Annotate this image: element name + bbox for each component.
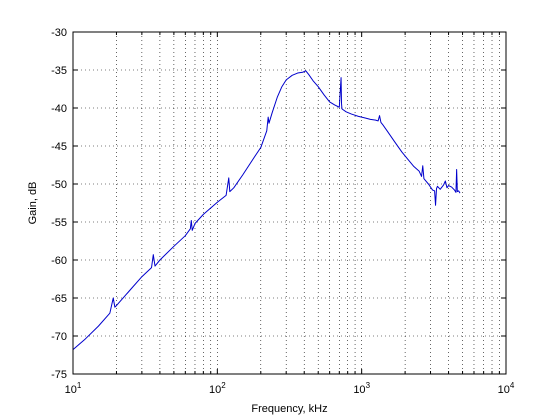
y-tick-label: -55 [51,217,67,229]
y-tick-label: -45 [51,141,67,153]
tick-marks [72,31,507,375]
x-tick-label: 103 [353,381,370,396]
y-tick-label: -35 [51,65,67,77]
y-tick-label: -30 [51,27,67,39]
x-tick-label: 101 [65,381,82,396]
x-tick-label: 104 [498,381,515,396]
x-tick-label: 102 [209,381,226,396]
y-tick-labels: -75 -70 -65 -60 -55 -50 -45 -40 -35 -30 [51,27,67,381]
y-tick-label: -40 [51,103,67,115]
x-tick-labels: 101 102 103 104 [65,381,515,396]
plot-frame [72,31,507,375]
gain-series-line [72,70,461,351]
y-axis-label: Gain, dB [27,182,39,225]
x-axis-label: Frequency, kHz [251,403,327,415]
y-tick-label: -65 [51,293,67,305]
series-layer [72,70,461,351]
y-tick-label: -60 [51,255,67,267]
y-tick-label: -75 [51,369,67,381]
y-tick-label: -50 [51,179,67,191]
grid-lines [73,32,506,374]
plot-area [73,32,506,374]
y-tick-label: -70 [51,331,67,343]
